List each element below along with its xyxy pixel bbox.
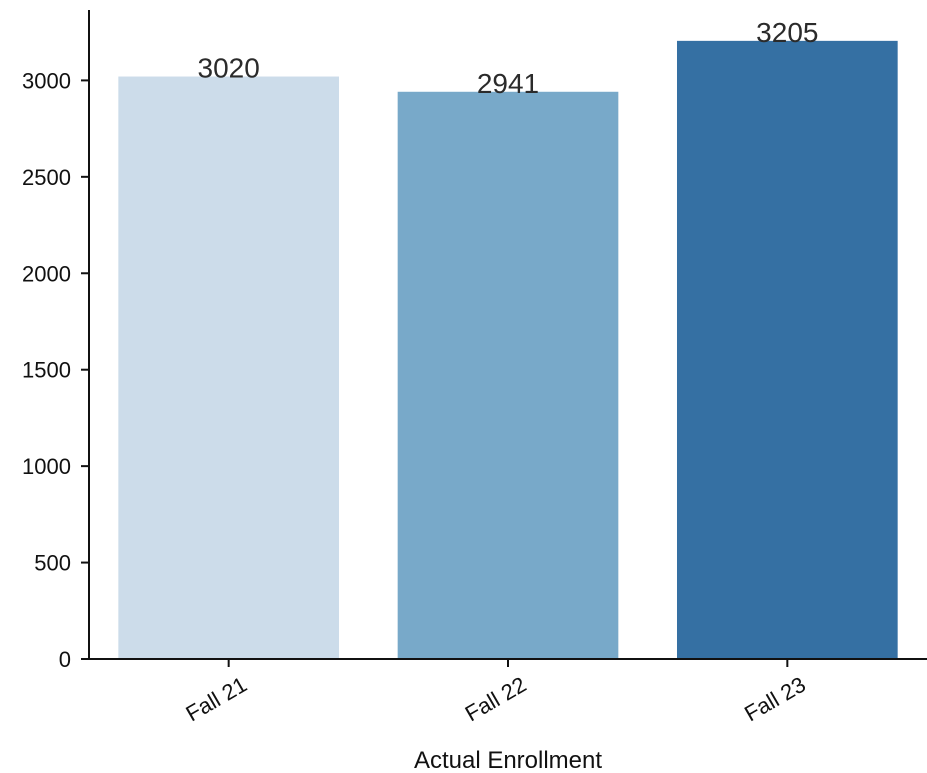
- x-tick-label: Fall 22: [461, 672, 531, 727]
- bar-fall-21: [118, 76, 340, 660]
- y-tick-label: 0: [59, 647, 71, 672]
- bar-fall-22: [397, 91, 619, 659]
- bar-fall-23: [676, 40, 898, 660]
- x-axis-title: Actual Enrollment: [414, 747, 602, 773]
- y-tick-label: 1000: [22, 454, 71, 479]
- x-tick-label: Fall 21: [181, 672, 251, 727]
- y-tick-label: 2000: [22, 261, 71, 286]
- data-label-group: 3020 2941 3205: [198, 17, 819, 99]
- y-axis-ticks: 0 500 1000 1500 2000 2500 3000: [22, 68, 89, 672]
- x-axis-ticks: Fall 21 Fall 22 Fall 23: [181, 659, 810, 727]
- data-label: 2941: [477, 68, 539, 99]
- data-label: 3205: [756, 17, 818, 48]
- x-tick-label: Fall 23: [740, 672, 810, 727]
- data-label: 3020: [198, 53, 260, 84]
- y-tick-label: 500: [34, 551, 71, 576]
- bar-group: [118, 40, 898, 660]
- y-tick-label: 1500: [22, 358, 71, 383]
- y-tick-label: 3000: [22, 68, 71, 93]
- y-tick-label: 2500: [22, 165, 71, 190]
